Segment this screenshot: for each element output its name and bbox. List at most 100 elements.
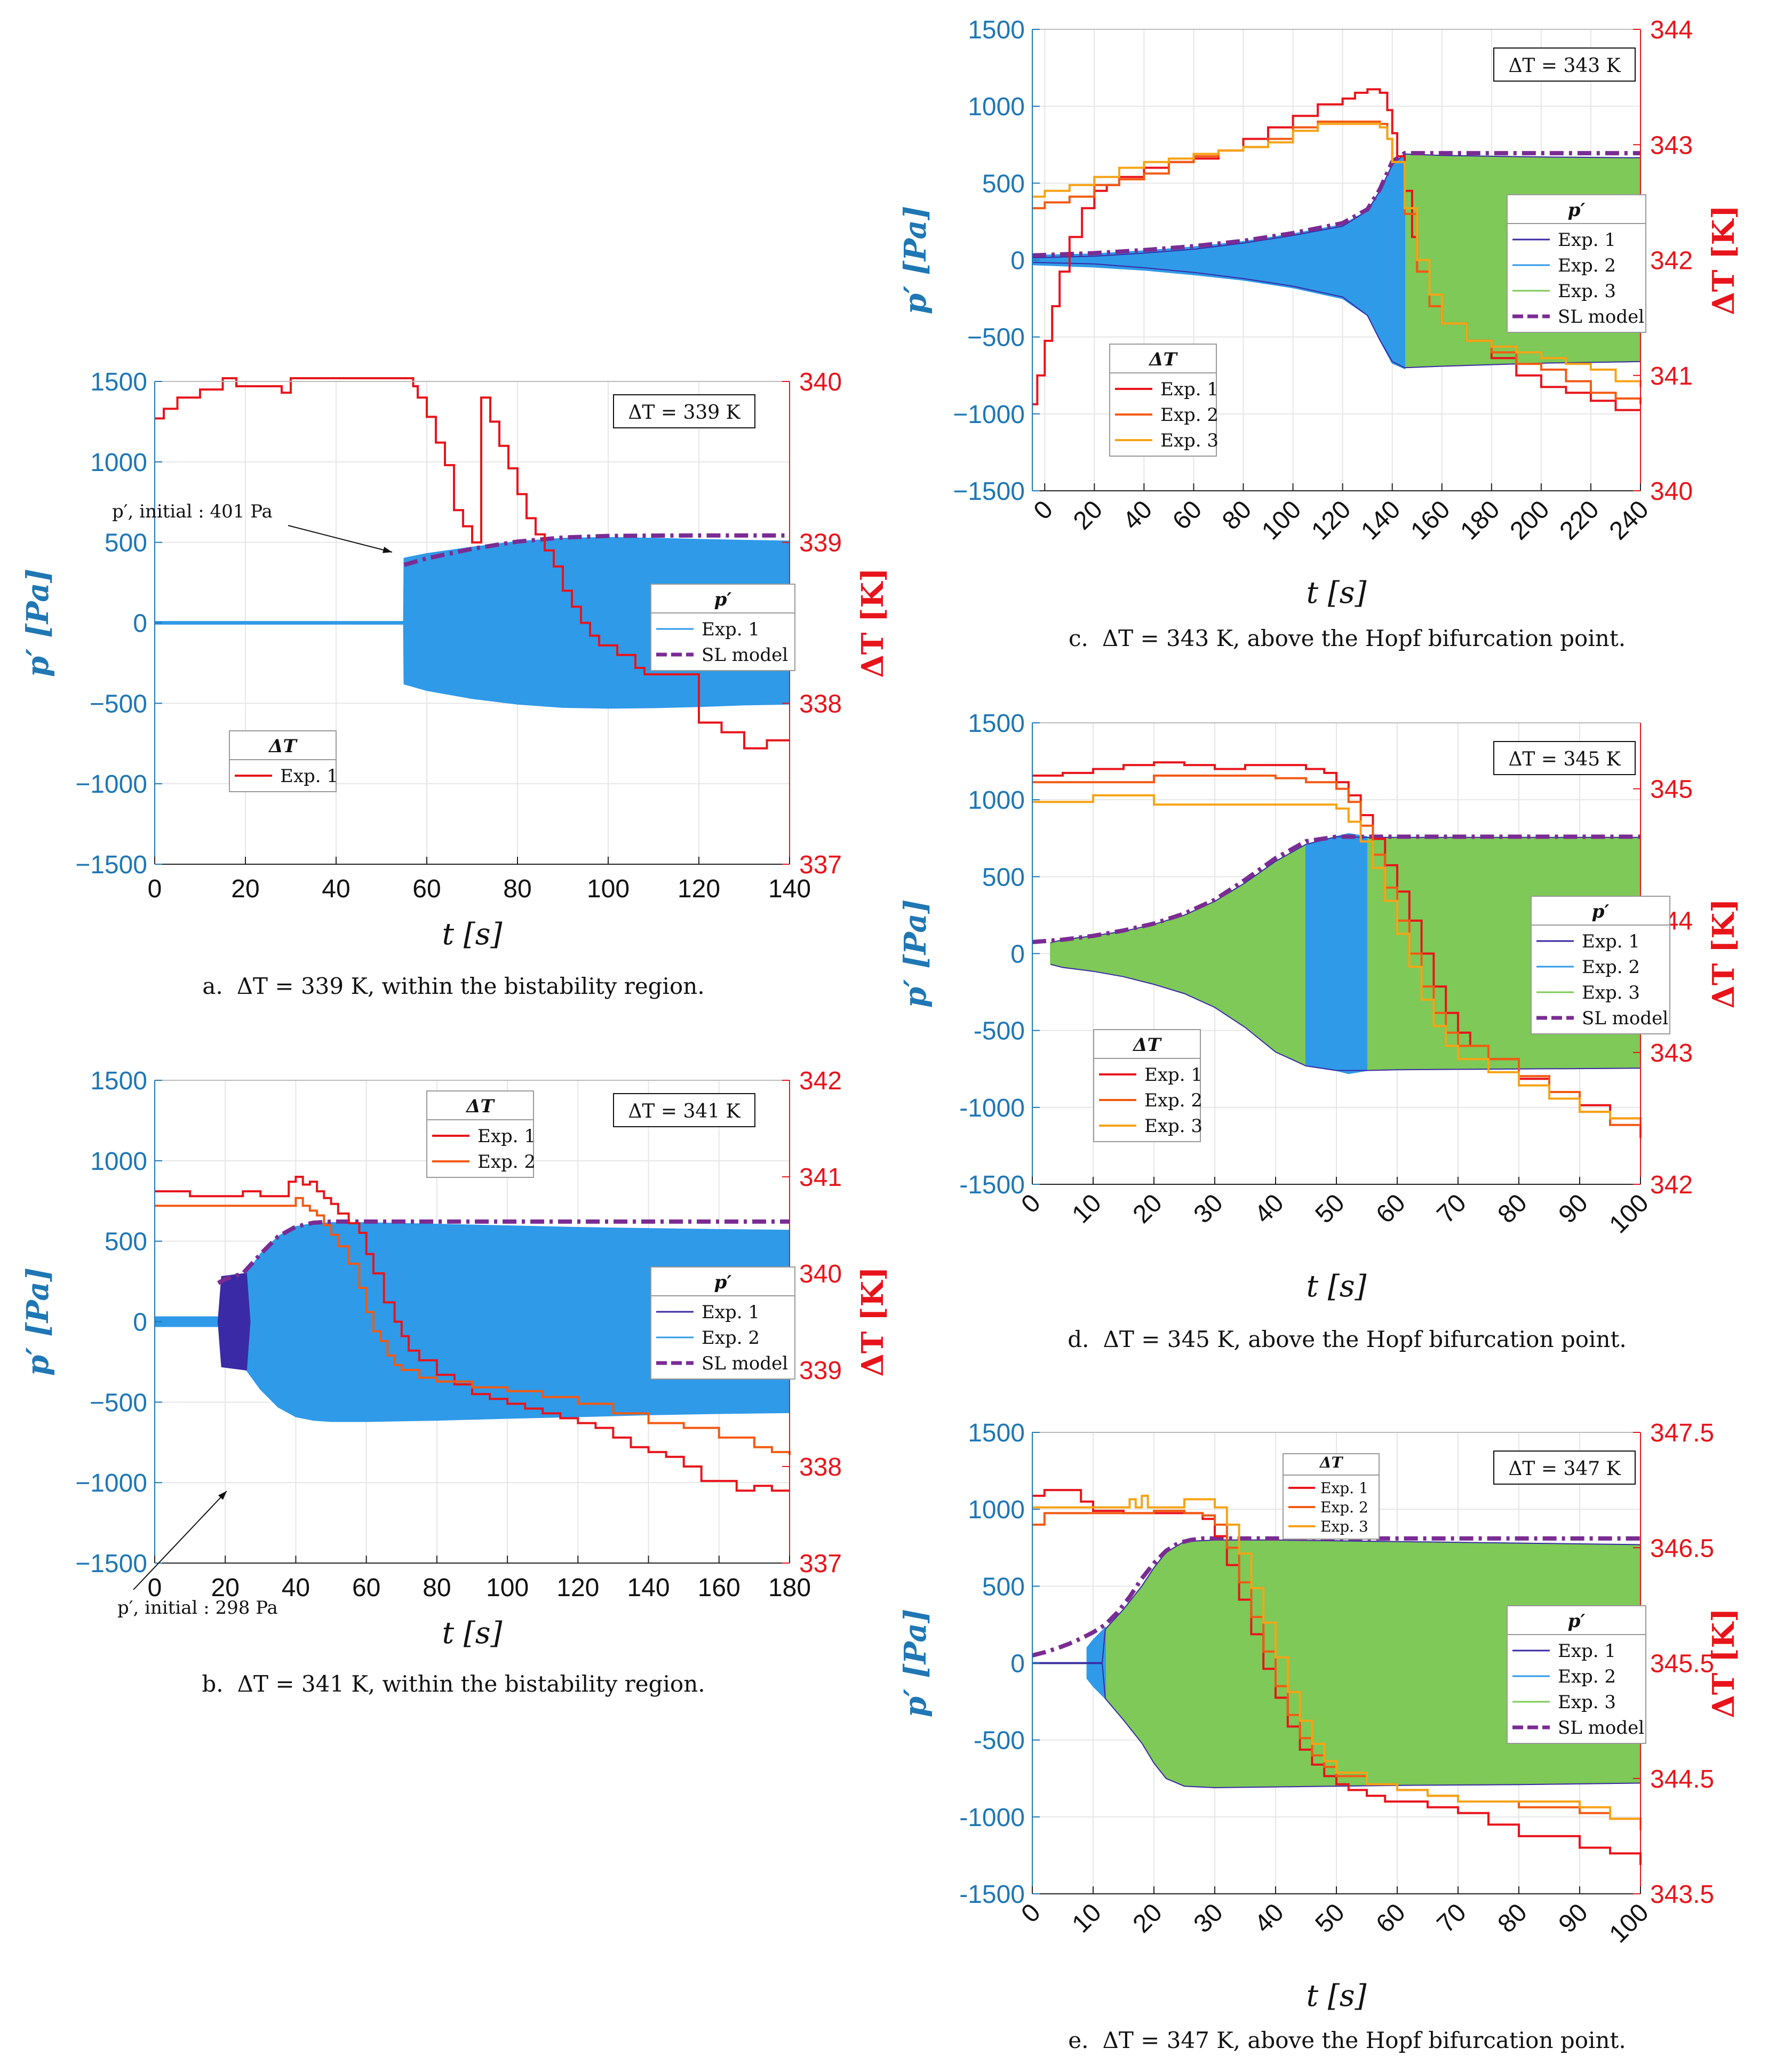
caption-d: d. ΔT = 345 K, above the Hopf bifurcation… <box>1014 1326 1681 1352</box>
y-right-tick-label-0: 343.5 <box>1650 1880 1714 1909</box>
x-tick-label-1: 20 <box>231 875 259 903</box>
y-right-axis-label: ΔT [K] <box>855 568 890 678</box>
y-right-tick-label-0: 342 <box>1650 1171 1693 1199</box>
x-tick-label-5: 50 <box>1310 1189 1350 1229</box>
caption-c: c. ΔT = 343 K, above the Hopf bifurcation… <box>1014 625 1681 651</box>
pressure-legend: p′ Exp. 1 Exp. 2 SL model <box>650 1266 795 1380</box>
y-right-tick-label-4: 341 <box>799 1163 842 1192</box>
temperature-legend-entry-1: Exp. 2 <box>1320 1499 1368 1516</box>
chart-b-svg: 0 20 40 60 80 100 120 140 160 180 −1500 −1000 −500 0 5… <box>20 1067 890 1651</box>
y-left-axis-label: p′ [Pa] <box>898 899 933 1008</box>
chart-e-group: 0 10 20 30 40 50 60 70 80 90 100-1500-1000-5000500… <box>898 1419 1741 2013</box>
pressure-legend-entry-2: SL model <box>702 1353 788 1374</box>
x-tick-label-2: 40 <box>322 875 350 903</box>
sl-model-line <box>1032 834 1640 944</box>
x-tick-label-7: 70 <box>1432 1898 1472 1938</box>
chart-c: 0 20 40 60 80 100 120 140 160 180 200 220 240 −1500 −1… <box>891 0 1777 619</box>
y-left-tick-label-0: −1500 <box>75 851 147 879</box>
temperature-legend-entry-0: Exp. 1 <box>1144 1064 1202 1086</box>
y-left-tick-label-2: -500 <box>974 1727 1025 1755</box>
chart-d-group: 0 10 20 30 40 50 60 70 80 90 100-1500-1000-5000500… <box>898 710 1741 1304</box>
x-axis-label: t [s] <box>1307 1269 1367 1304</box>
caption-b-label: b. <box>202 1671 224 1697</box>
x-tick-label-5: 50 <box>1310 1898 1350 1938</box>
temperature-exp-3-line <box>1032 1494 1642 1831</box>
x-tick-label-10: 100 <box>1604 1189 1654 1239</box>
y-left-tick-label-4: 500 <box>982 863 1025 891</box>
y-right-axis-label: ΔT [K] <box>1706 898 1741 1008</box>
pressure-legend-entry-2: Exp. 3 <box>1582 982 1640 1003</box>
condition-box <box>613 1093 755 1127</box>
condition-box <box>1493 47 1636 82</box>
x-tick-label-10: 100 <box>1604 1898 1654 1948</box>
temperature-legend-box <box>426 1090 534 1178</box>
y-right-tick-label-3: 343 <box>1650 131 1693 160</box>
temperature-legend-title: ΔT <box>268 736 298 757</box>
y-right-tick-label-3: 340 <box>799 368 842 396</box>
caption-a: a. ΔT = 339 K, within the bistability reg… <box>160 973 747 999</box>
chart-d: 0 10 20 30 40 50 60 70 80 90 100 -1500 -1000 -500 0 500… <box>891 694 1777 1312</box>
chart-a-svg: 0 20 40 60 80 100 120 140 −1500 −1000 −500 0 500 1000… <box>20 368 890 952</box>
pressure-exp1-upper-edge <box>1050 836 1640 944</box>
chart-b-group: 0 20 40 60 80 100 120 140 160 180 −1500 −1000 −500 0 5… <box>20 1067 890 1651</box>
temperature-legend-title: ΔT <box>1148 349 1178 370</box>
pressure-legend-title: p′ <box>1568 200 1586 221</box>
y-left-axis-label: p′ [Pa] <box>20 569 55 677</box>
temperature-legend: ΔT Exp. 1 <box>229 730 338 792</box>
x-tick-label-2: 40 <box>282 1574 310 1602</box>
x-tick-label-3: 30 <box>1189 1189 1229 1229</box>
y-left-tick-label-5: 1000 <box>968 93 1025 121</box>
x-axis-label: t [s] <box>442 1616 503 1651</box>
y-left-tick-label-1: −1000 <box>75 770 147 799</box>
y-right-tick-label-1: 344.5 <box>1650 1765 1714 1794</box>
y-left-tick-label-6: 1500 <box>968 1419 1025 1447</box>
temperature-legend-entry-1: Exp. 2 <box>1160 404 1218 426</box>
y-right-tick-label-5: 342 <box>799 1067 842 1095</box>
pressure-legend-entry-1: Exp. 2 <box>702 1327 760 1349</box>
chart-d-svg: 0 10 20 30 40 50 60 70 80 90 100-1500-1000-5000500… <box>898 710 1741 1304</box>
y-right-tick-label-1: 343 <box>1650 1039 1693 1067</box>
y-left-tick-label-6: 1500 <box>90 1067 147 1095</box>
caption-e-label: e. <box>1068 2027 1089 2053</box>
y-left-tick-label-6: 1500 <box>968 16 1025 44</box>
x-tick-label-6: 120 <box>678 875 720 903</box>
chart-e-svg: 0 10 20 30 40 50 60 70 80 90 100-1500-1000-5000500… <box>898 1419 1741 2013</box>
y-left-tick-label-4: 500 <box>982 170 1025 198</box>
y-left-tick-label-3: 0 <box>1010 247 1025 275</box>
x-tick-label-5: 100 <box>486 1574 529 1602</box>
temperature-legend-box <box>229 730 337 792</box>
y-left-tick-label-3: 0 <box>133 610 147 638</box>
y-left-tick-label-3: 0 <box>1010 941 1025 969</box>
y-left-tick-label-6: 1500 <box>90 368 147 396</box>
pressure-legend-title: p′ <box>714 589 732 610</box>
temperature-legend: ΔT Exp. 1 Exp. 2 <box>426 1090 536 1178</box>
y-left-tick-label-5: 1000 <box>968 786 1025 815</box>
pressure-legend: p′ Exp. 1 Exp. 2 Exp. 3 SL model <box>1507 1605 1646 1744</box>
temperature-exp-1-line <box>155 1176 790 1492</box>
temperature-exp-2-line <box>155 1197 791 1455</box>
y-right-tick-label-4: 344 <box>1650 16 1693 44</box>
annotation-arrow-head <box>383 546 392 553</box>
annotation-arrow-line <box>133 1491 227 1590</box>
x-tick-label-9: 90 <box>1554 1189 1594 1229</box>
caption-b-text: ΔT = 341 K, within the bistability regio… <box>237 1671 705 1697</box>
pressure-legend-entry-2: Exp. 3 <box>1558 281 1616 302</box>
annotation-arrow-head <box>218 1491 227 1500</box>
y-left-tick-label-1: -1000 <box>959 1804 1025 1832</box>
y-right-axis-label: ΔT [K] <box>1706 205 1741 315</box>
caption-c-text: ΔT = 343 K, above the Hopf bifurcation p… <box>1102 625 1626 651</box>
x-tick-label-0: 0 <box>1029 495 1058 525</box>
condition-box-label: ΔT = 339 K <box>628 402 740 424</box>
y-left-tick-label-4: 500 <box>982 1573 1025 1601</box>
y-left-tick-label-1: -1000 <box>959 1094 1025 1122</box>
condition-box-label: ΔT = 345 K <box>1508 748 1621 770</box>
y-left-tick-label-2: −500 <box>90 1389 147 1417</box>
pressure-exp1-lower-edge <box>1050 963 1641 1071</box>
x-tick-label-1: 20 <box>1068 495 1108 535</box>
condition-box-label: ΔT = 341 K <box>628 1101 740 1122</box>
x-tick-label-8: 80 <box>1493 1189 1533 1229</box>
y-left-tick-label-5: 1000 <box>90 449 147 477</box>
pressure-exp-2-band <box>1032 153 1405 370</box>
x-tick-label-10: 200 <box>1505 495 1555 545</box>
